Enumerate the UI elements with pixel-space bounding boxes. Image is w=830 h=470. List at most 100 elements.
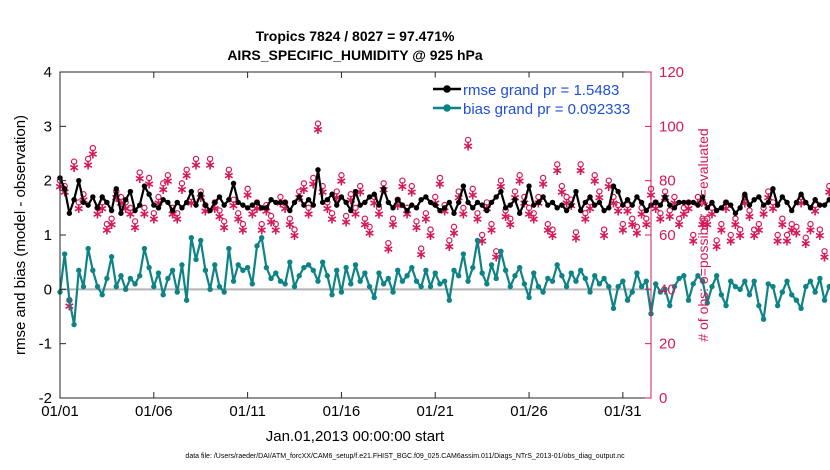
rmse-point — [151, 202, 157, 208]
y-left-axis: -2 -1 0 1 2 3 4 — [39, 64, 66, 407]
rmse-point — [606, 205, 612, 211]
rmse-point — [779, 194, 786, 200]
rmse-point — [249, 202, 256, 208]
rmse-point — [455, 199, 462, 206]
rmse-point — [441, 205, 448, 211]
rmse-point — [76, 177, 82, 184]
obs-possible-point — [291, 226, 298, 233]
bias-point — [94, 283, 101, 290]
obs-possible-point — [765, 188, 772, 195]
rmse-point — [399, 202, 406, 208]
obs-possible-point — [244, 185, 251, 193]
rmse-point — [376, 202, 382, 208]
rmse-point — [104, 199, 110, 206]
obs-possible-point — [216, 207, 223, 214]
rmse-point — [385, 199, 392, 206]
bias-point — [535, 283, 542, 290]
bias-point — [277, 278, 284, 284]
obs-evaluated-point: ∗ — [209, 200, 221, 216]
obs-evaluated-point: ∗ — [171, 211, 183, 227]
rmse-point — [61, 186, 68, 192]
rmse-point — [610, 183, 617, 189]
bias-point — [699, 278, 706, 284]
rmse-point — [258, 205, 265, 211]
bias-point — [273, 270, 279, 276]
y-right-tick-label: 40 — [659, 281, 676, 298]
obs-evaluated-point: ∗ — [312, 121, 324, 137]
x-tick-label: 01/26 — [510, 403, 548, 420]
obs-evaluated-point: ∗ — [528, 211, 540, 227]
rmse-point — [268, 196, 274, 203]
obs-evaluated-point: ∗ — [350, 205, 362, 221]
obs-possible-point — [84, 155, 92, 163]
obs-evaluated-point: ∗ — [110, 189, 122, 205]
obs-evaluated-point: ∗ — [382, 241, 394, 257]
rmse-point — [601, 207, 607, 214]
obs-possible-point — [633, 223, 641, 231]
bias-point — [291, 283, 298, 290]
rmse-point — [71, 196, 77, 203]
obs-evaluated-point: ∗ — [143, 175, 155, 191]
rmse-point — [657, 202, 664, 208]
obs-evaluated-point: ∗ — [415, 246, 427, 262]
rmse-point — [371, 191, 377, 197]
obs-possible-point — [704, 215, 711, 222]
rmse-point — [723, 199, 729, 206]
obs-evaluated-point: ∗ — [181, 167, 193, 183]
bias-point — [399, 278, 406, 284]
obs-evaluated-point: ∗ — [490, 249, 502, 265]
obs-possible-point — [788, 220, 795, 228]
obs-evaluated-point: ∗ — [303, 205, 315, 221]
bias-point — [235, 262, 241, 268]
obs-evaluated-point: ∗ — [814, 227, 826, 243]
rmse-point — [821, 202, 828, 208]
bias-point — [334, 267, 340, 274]
rmse-point — [756, 194, 762, 200]
bias-point — [418, 283, 424, 290]
obs-possible-point — [736, 226, 744, 233]
bias-point — [76, 267, 82, 274]
bias-point — [474, 237, 481, 244]
rmse-point — [390, 205, 396, 211]
chart-subtitle: AIRS_SPECIFIC_HUMIDITY @ 925 hPa — [227, 47, 483, 63]
obs-evaluated-point: ∗ — [401, 205, 413, 221]
obs-possible-point — [422, 210, 430, 217]
obs-evaluated-point: ∗ — [167, 205, 179, 221]
bias-point — [432, 270, 438, 276]
rmse-point — [671, 205, 678, 211]
obs-possible-point — [596, 188, 603, 195]
rmse-point — [446, 199, 453, 206]
rmse-point — [742, 191, 748, 197]
rmse-point — [221, 202, 227, 208]
x-tick-label: 01/06 — [135, 403, 173, 420]
obs-evaluated-point: ∗ — [570, 230, 582, 246]
obs-evaluated-point: ∗ — [748, 227, 760, 243]
obs-evaluated-point: ∗ — [331, 189, 343, 205]
obs-evaluated-point: ∗ — [579, 211, 591, 227]
y-left-tick-label: 1 — [44, 227, 52, 244]
bias-point — [601, 275, 607, 282]
obs-evaluated-point: ∗ — [584, 200, 596, 216]
bias-point — [282, 281, 288, 287]
obs-possible-point — [488, 220, 495, 228]
obs-evaluated-point: ∗ — [626, 216, 638, 232]
bias-point — [587, 289, 593, 295]
bias-point — [362, 270, 368, 276]
bias-point — [141, 245, 148, 252]
bias-point — [615, 283, 621, 290]
obs-evaluated-point: ∗ — [92, 205, 104, 221]
obs-evaluated-point: ∗ — [673, 216, 685, 232]
bias-point — [662, 286, 668, 293]
obs-evaluated-point: ∗ — [96, 200, 108, 216]
obs-possible-point — [516, 172, 523, 179]
obs-evaluated-point: ∗ — [598, 227, 610, 243]
bias-point — [779, 289, 786, 295]
obs-possible-point — [127, 204, 134, 212]
obs-evaluated-point: ∗ — [776, 216, 788, 232]
rmse-point — [334, 202, 340, 208]
rmse-point — [244, 205, 251, 211]
rmse-point — [160, 196, 166, 203]
obs-evaluated-point: ∗ — [317, 184, 329, 200]
bias-point — [169, 267, 176, 274]
obs-evaluated-point: ∗ — [106, 216, 118, 232]
